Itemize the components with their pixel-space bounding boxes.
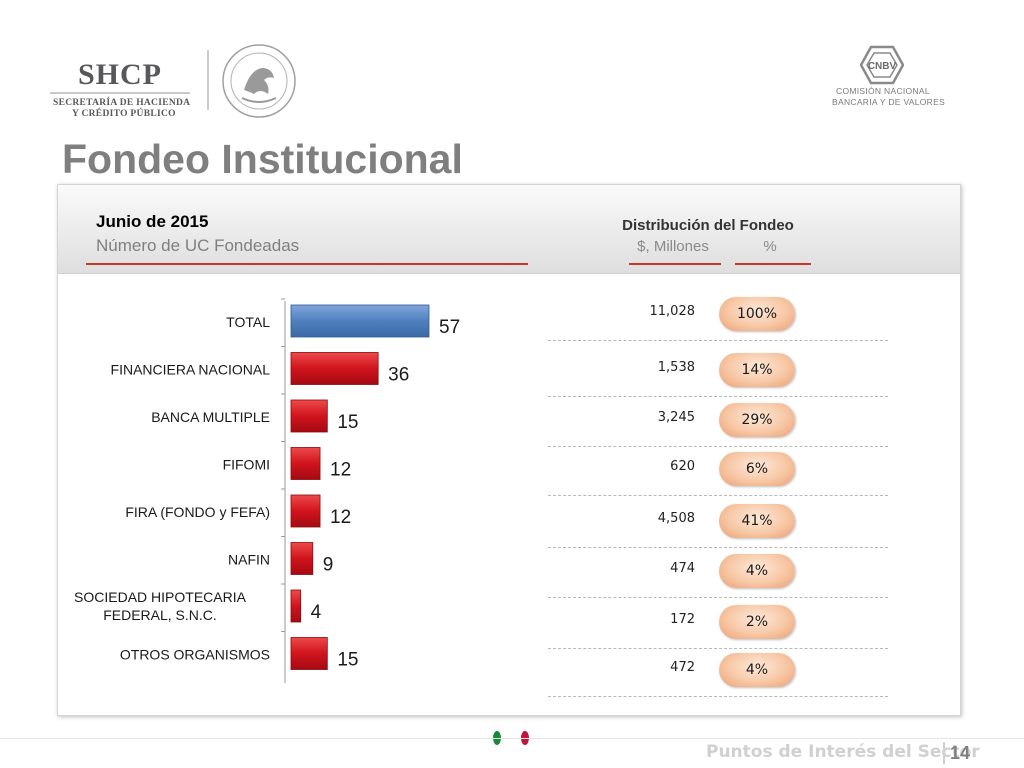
cnbv-line1: COMISIÓN NACIONAL: [836, 86, 930, 96]
percent-pill: 6%: [719, 452, 795, 486]
millones-value: 474: [670, 561, 695, 576]
content-panel: Junio de 2015 Número de UC Fondeadas Dis…: [57, 184, 961, 716]
percent-underline: [735, 263, 811, 265]
footer-section-label: Puntos de Interés del Sector: [706, 742, 980, 762]
footer-rule: [0, 738, 1024, 739]
category-label: FIRA (FONDO y FEFA): [125, 504, 270, 520]
footer-separator: [943, 742, 945, 764]
row-separator: [548, 648, 888, 649]
millones-value: 472: [670, 660, 695, 675]
bar-value-label: 36: [388, 365, 409, 386]
shcp-logo-name: SHCP: [78, 58, 163, 91]
cnbv-line2: BANCARIA Y DE VALORES: [832, 97, 946, 107]
category-label: TOTAL: [226, 314, 270, 330]
bar-chart: 57 TOTAL 36 FINANCIERA NACIONAL 15 BANCA MULT…: [74, 298, 460, 683]
row-separator: [548, 495, 888, 496]
category-label: BANCA MULTIPLE: [151, 409, 270, 425]
category-label: FIFOMI: [223, 457, 270, 473]
logo-divider: [207, 50, 209, 110]
cnbv-hexagon-icon: CNBV: [860, 45, 904, 85]
bar-value-label: 4: [311, 602, 322, 623]
bar-2: [290, 399, 328, 433]
cnbv-logo: CNBV COMISIÓN NACIONAL BANCARIA Y DE VAL…: [832, 45, 947, 115]
bar-6: [290, 589, 302, 623]
row-separator: [548, 547, 888, 548]
millones-value: 4,508: [657, 511, 695, 526]
row-separator: [548, 696, 888, 697]
row-separator: [548, 597, 888, 598]
percent-pill: 29%: [719, 403, 795, 437]
shcp-logo: SHCP SECRETARÍA DE HACIENDA Y CRÉDITO PÚ…: [50, 48, 200, 123]
bar-value-label: 9: [323, 555, 334, 576]
category-label: NAFIN: [228, 552, 270, 568]
category-label: SOCIEDAD HIPOTECARIA FEDERAL, S.N.C.: [74, 589, 247, 623]
category-label: OTROS ORGANISMOS: [120, 647, 270, 663]
bar-value-label: 15: [337, 412, 358, 433]
distribution-title: Distribución del Fondeo: [622, 217, 794, 234]
row-separator: [548, 396, 888, 397]
bar-value-label: 15: [337, 650, 358, 671]
percent-pill: 14%: [719, 353, 795, 387]
millones-value: 3,245: [657, 410, 695, 425]
percent-pill: 4%: [719, 653, 795, 687]
panel-date: Junio de 2015: [96, 212, 209, 231]
bar-value-label: 12: [330, 460, 351, 481]
millones-value: 172: [670, 612, 695, 627]
millones-value: 620: [670, 459, 695, 474]
row-separator: [548, 446, 888, 447]
millones-underline: [629, 263, 721, 265]
column-header-percent: %: [763, 238, 777, 255]
bar-value-label: 57: [439, 317, 460, 338]
row-separator: [548, 340, 888, 341]
bar-7: [290, 637, 328, 670]
percent-pill: 41%: [719, 504, 795, 538]
shcp-logo-line2: Y CRÉDITO PÚBLICO: [72, 109, 176, 119]
page-title: Fondeo Institucional: [62, 136, 463, 182]
percent-pill: 4%: [719, 554, 795, 588]
page-number: 14: [950, 743, 971, 763]
bar-4: [290, 494, 321, 528]
panel-header: Junio de 2015 Número de UC Fondeadas Dis…: [58, 185, 960, 274]
millones-value: 11,028: [649, 304, 696, 319]
panel-subtitle: Número de UC Fondeadas: [96, 236, 300, 255]
category-label: FINANCIERA NACIONAL: [111, 362, 271, 378]
bar-3: [290, 447, 321, 480]
millones-value: 1,538: [657, 360, 695, 375]
bar-value-label: 12: [330, 507, 351, 528]
bar-1: [290, 352, 379, 385]
cnbv-abbr: CNBV: [868, 61, 897, 72]
bar-5: [290, 542, 314, 575]
percent-pill: 100%: [719, 297, 795, 331]
bar-0: [290, 304, 430, 338]
mexico-seal-icon: [222, 44, 296, 118]
shcp-logo-rule: [50, 92, 190, 94]
shcp-logo-line1: SECRETARÍA DE HACIENDA: [53, 98, 191, 108]
column-header-millones: $, Millones: [637, 238, 709, 255]
panel-subtitle-underline: [86, 263, 528, 265]
percent-pill: 2%: [719, 605, 795, 639]
